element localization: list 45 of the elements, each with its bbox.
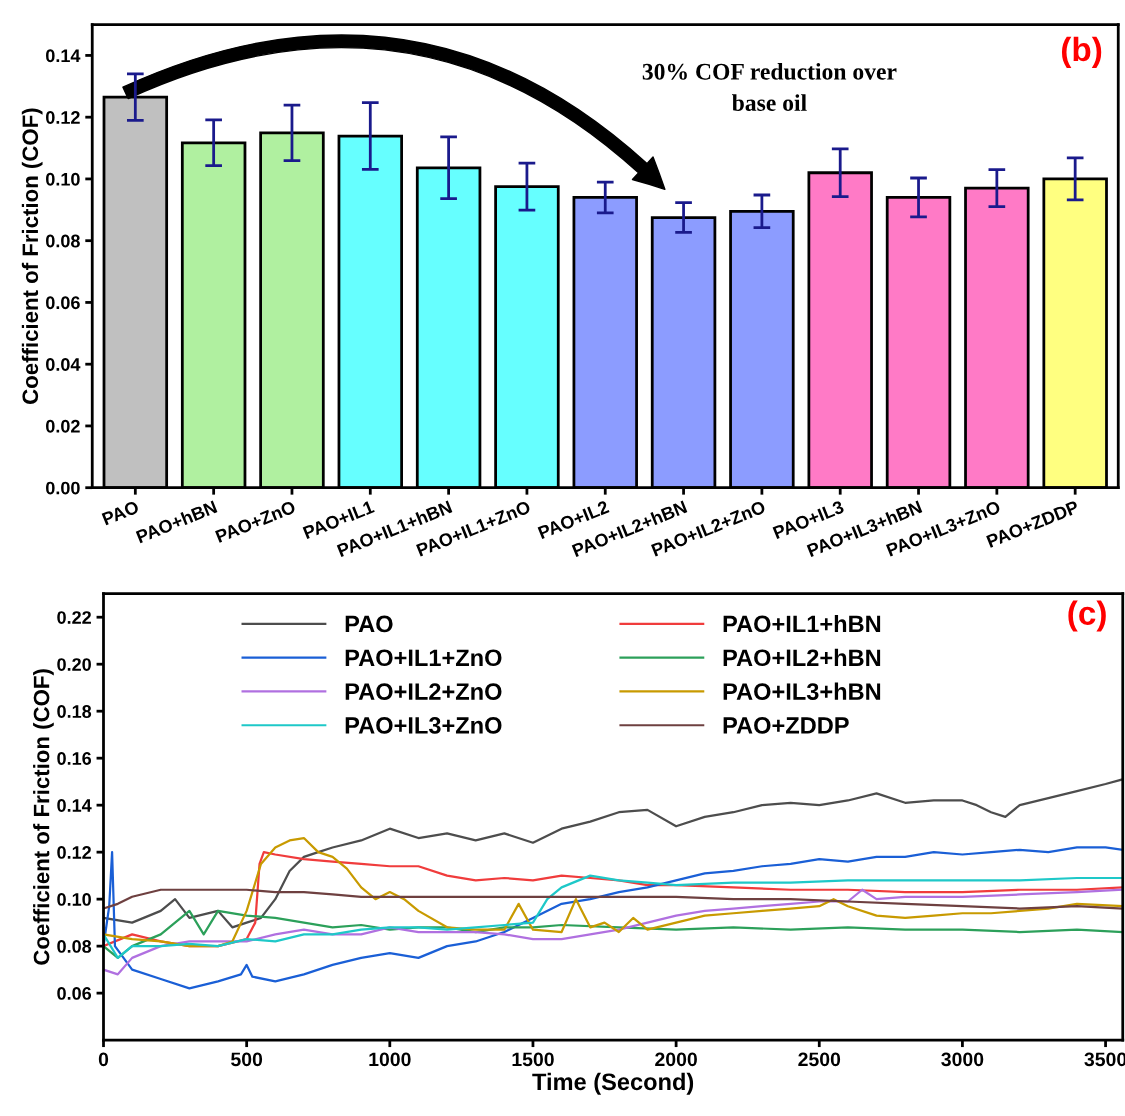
legend-label: PAO+ZDDP — [723, 717, 849, 734]
line-series — [103, 846, 1123, 990]
x-tick-label: 2500 — [798, 1052, 841, 1067]
y-tick-label: 0.14 — [46, 49, 81, 63]
x-tick-label: 2000 — [655, 1052, 697, 1067]
x-axis-title: Time (Second) — [532, 1072, 694, 1095]
y-tick-label: 0.06 — [46, 296, 80, 310]
x-tick-label: 0 — [98, 1052, 109, 1067]
annotation: (b) — [1061, 36, 1102, 68]
legend-label: PAO+IL3+ZnO — [345, 717, 502, 734]
line-series — [103, 778, 1123, 929]
y-tick-label: 0.22 — [57, 611, 91, 624]
y-tick-label: 0.00 — [46, 481, 80, 495]
legend-label: PAO+IL3+hBN — [723, 682, 881, 700]
annotation: 30% COF reduction over base oil — [642, 63, 897, 111]
x-tick-label: 500 — [231, 1052, 263, 1067]
x-tick-label: 1500 — [512, 1052, 554, 1067]
y-tick-label: 0.12 — [46, 111, 80, 124]
y-tick-label: 0.10 — [46, 172, 80, 186]
line-series — [103, 888, 1123, 976]
line-series — [103, 874, 1123, 959]
y-tick-label: 0.16 — [57, 752, 92, 765]
x-tick-label: 3000 — [941, 1052, 984, 1067]
legend-label: PAO+IL1+ZnO — [345, 649, 502, 667]
y-tick-label: 0.10 — [57, 893, 91, 906]
y-tick-label: 0.20 — [57, 658, 91, 671]
y-tick-label: 0.06 — [57, 987, 92, 1000]
legend-label: PAO+IL1+hBN — [723, 614, 881, 633]
y-tick-label: 0.08 — [57, 940, 92, 953]
legend-label: PAO+IL2+hBN — [723, 648, 881, 667]
y-tick-label: 0.04 — [46, 358, 81, 371]
x-tick-label: 1000 — [369, 1052, 411, 1067]
y-tick-label: 0.08 — [46, 234, 80, 248]
y-axis-title: Coefficient of Friction (COF) — [21, 108, 43, 404]
line-series — [103, 888, 1123, 910]
y-axis-title: Coefficient of Friction (COF) — [33, 669, 54, 965]
annotation: (c) — [1068, 600, 1106, 632]
legend-label: PAO+IL2+ZnO — [345, 683, 502, 700]
y-tick-label: 0.14 — [57, 799, 92, 812]
line-series — [103, 909, 1123, 959]
y-tick-label: 0.12 — [57, 846, 91, 859]
legend-label: PAO — [345, 615, 393, 633]
x-tick-label: PAO — [101, 500, 140, 526]
y-tick-label: 0.18 — [57, 705, 92, 718]
y-tick-label: 0.02 — [46, 419, 80, 433]
